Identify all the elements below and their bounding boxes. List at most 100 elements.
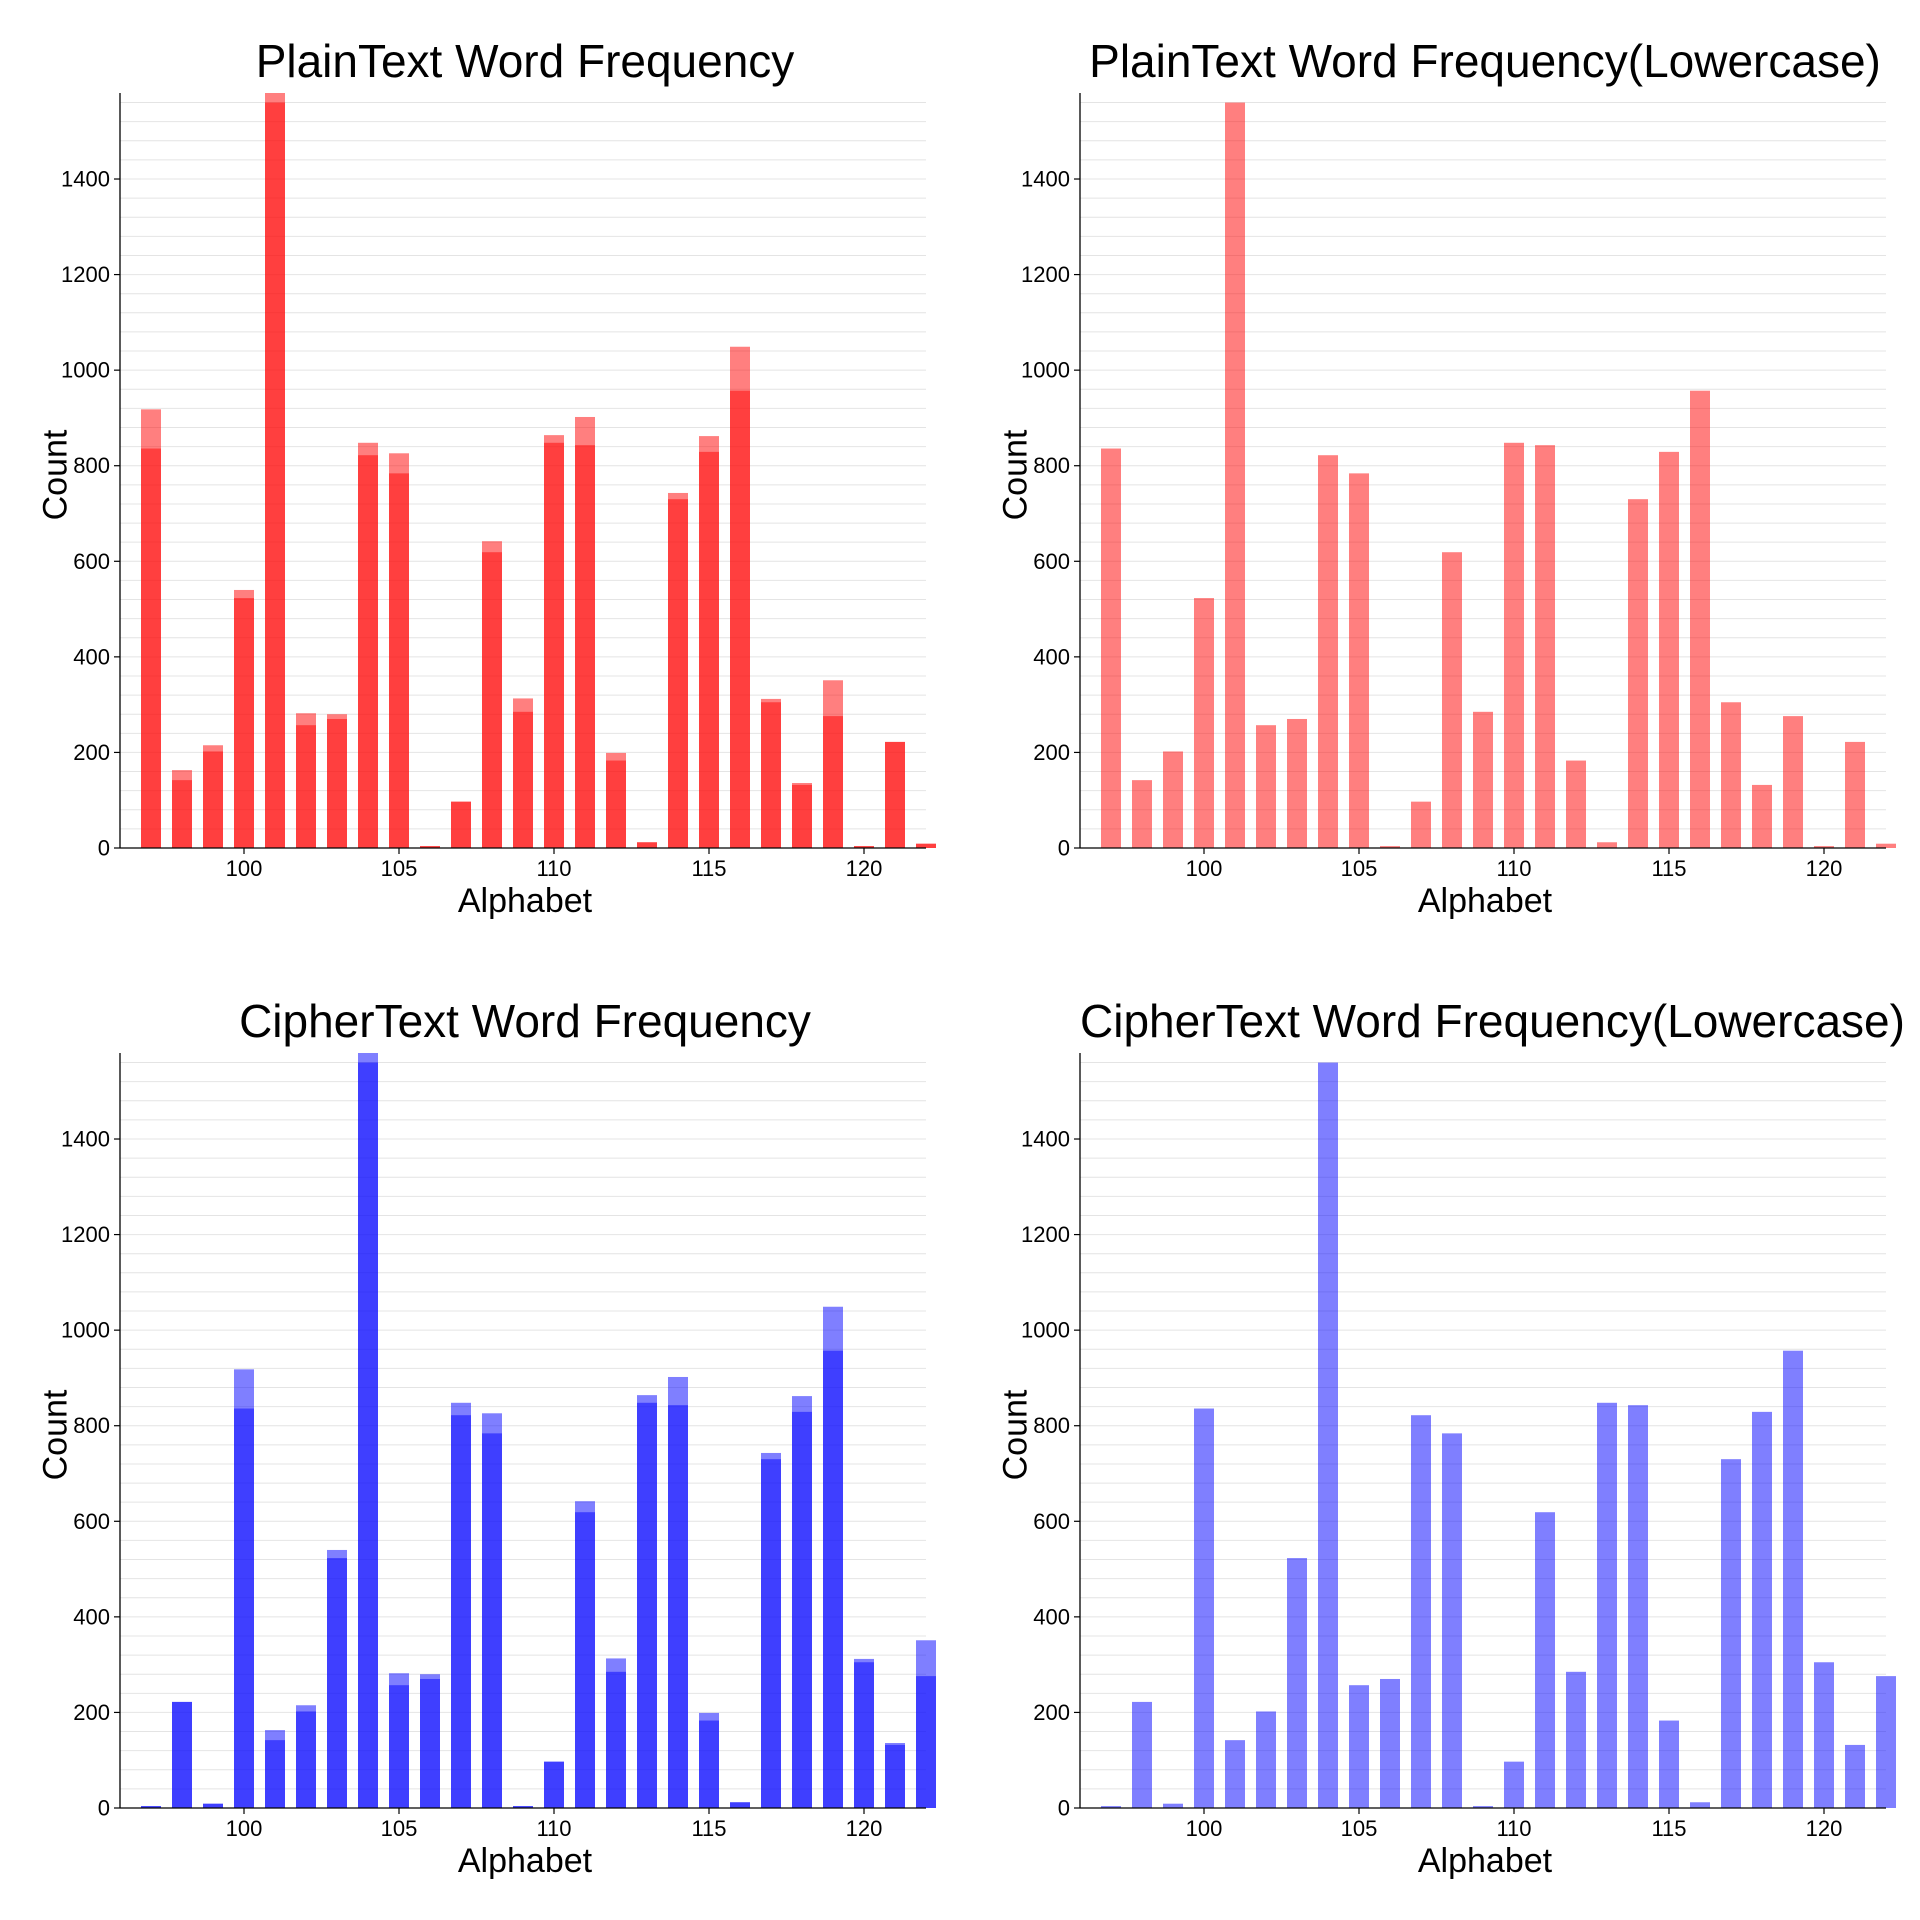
x-tick-label: 120 xyxy=(1806,1816,1843,1841)
x-axis-label: Alphabet xyxy=(1417,882,1553,920)
bars xyxy=(141,93,936,849)
bar xyxy=(1721,702,1741,848)
bar xyxy=(637,842,657,848)
x-tick-label: 115 xyxy=(691,856,726,881)
bar xyxy=(1473,1806,1493,1808)
bar xyxy=(1628,1405,1648,1808)
bar-chart-plaintext: 0 200 400 600 800 1000 1200 1400 100 105 110 115 120 xyxy=(61,93,936,881)
bar-chart-ciphertext-lowercase: 0 200 400 600 800 1000 1200 1400 100 105 110 115 120 xyxy=(1021,1053,1896,1841)
y-tick-label: 800 xyxy=(73,453,110,478)
x-tick-label: 115 xyxy=(691,1816,726,1841)
y-tick-label: 400 xyxy=(73,1604,110,1629)
y-tick-label: 0 xyxy=(98,836,110,861)
bar xyxy=(358,455,378,848)
bar xyxy=(792,784,812,848)
bar xyxy=(1380,846,1400,848)
bar xyxy=(389,473,409,848)
bar xyxy=(1318,1062,1338,1808)
bar xyxy=(1163,751,1183,848)
y-tick-label: 400 xyxy=(1033,644,1070,669)
chart-title: CipherText Word Frequency xyxy=(239,995,811,1047)
bar xyxy=(482,552,502,848)
bar xyxy=(1411,1415,1431,1808)
bar xyxy=(1225,102,1245,849)
x-tick-label: 100 xyxy=(1186,856,1223,881)
bar xyxy=(1504,1761,1524,1808)
bar xyxy=(1783,1350,1803,1808)
bar xyxy=(451,1415,471,1808)
bar xyxy=(420,846,440,848)
bar xyxy=(699,451,719,848)
bars xyxy=(141,1053,936,1808)
chart-title: PlainText Word Frequency xyxy=(255,35,795,87)
bar xyxy=(1659,451,1679,848)
y-tick-label: 800 xyxy=(73,1413,110,1438)
bar xyxy=(575,445,595,848)
bar xyxy=(1132,1701,1152,1808)
y-tick-label: 600 xyxy=(1033,1509,1070,1534)
y-tick-label: 200 xyxy=(73,1700,110,1725)
y-tick-label: 600 xyxy=(73,549,110,574)
bar xyxy=(1442,1433,1462,1808)
bar xyxy=(606,760,626,848)
gridlines xyxy=(1080,1062,1886,1790)
bar xyxy=(761,702,781,848)
bar xyxy=(1256,725,1276,848)
bar xyxy=(1256,1711,1276,1808)
y-tick-label: 200 xyxy=(73,740,110,765)
bar xyxy=(203,1803,223,1808)
bar xyxy=(1566,1671,1586,1808)
bar xyxy=(1690,390,1710,848)
panel-plaintext-lowercase: PlainText Word Frequency(Lowercase) Coun… xyxy=(960,0,1920,960)
bar xyxy=(234,598,254,848)
bar xyxy=(668,1405,688,1808)
bar xyxy=(265,1740,285,1808)
y-tick-label: 800 xyxy=(1033,1413,1070,1438)
bar xyxy=(172,780,192,848)
bar xyxy=(1349,1685,1369,1808)
bar xyxy=(1163,1803,1183,1808)
bar xyxy=(823,716,843,848)
bar xyxy=(1845,741,1865,848)
y-tick-label: 0 xyxy=(1058,836,1070,861)
bar xyxy=(730,1802,750,1808)
bar xyxy=(544,1761,564,1808)
bar xyxy=(1101,448,1121,848)
bar xyxy=(854,1662,874,1808)
chart-title: CipherText Word Frequency(Lowercase) xyxy=(1080,995,1905,1047)
bar xyxy=(792,1411,812,1808)
x-tick-label: 100 xyxy=(1186,1816,1223,1841)
x-tick-label: 100 xyxy=(226,856,263,881)
bar xyxy=(513,711,533,848)
bar xyxy=(1504,442,1524,848)
bar xyxy=(513,1806,533,1808)
bar xyxy=(1101,1806,1121,1808)
bar xyxy=(854,846,874,848)
y-tick-label: 1000 xyxy=(1021,358,1070,383)
gridlines xyxy=(120,1062,926,1790)
bar xyxy=(1132,780,1152,848)
x-tick-label: 115 xyxy=(1651,856,1686,881)
bar xyxy=(327,1558,347,1808)
bar xyxy=(730,390,750,848)
bar xyxy=(1659,1720,1679,1808)
chart-title: PlainText Word Frequency(Lowercase) xyxy=(1089,35,1881,87)
x-tick-label: 110 xyxy=(536,856,571,881)
bar xyxy=(1566,760,1586,848)
bar xyxy=(1380,1678,1400,1808)
y-tick-label: 1000 xyxy=(61,1318,110,1343)
bar xyxy=(1194,598,1214,848)
x-tick-label: 100 xyxy=(226,1816,263,1841)
bar xyxy=(141,1806,161,1808)
bar xyxy=(916,843,936,848)
gridlines xyxy=(1080,102,1886,830)
bar xyxy=(1535,1512,1555,1808)
panel-ciphertext-lowercase: CipherText Word Frequency(Lowercase) Cou… xyxy=(960,960,1920,1920)
bar xyxy=(1194,1408,1214,1808)
bar xyxy=(637,1402,657,1808)
bar xyxy=(482,1433,502,1808)
bar xyxy=(234,1408,254,1808)
bar xyxy=(265,102,285,849)
bar xyxy=(389,1685,409,1808)
bar xyxy=(172,1701,192,1808)
